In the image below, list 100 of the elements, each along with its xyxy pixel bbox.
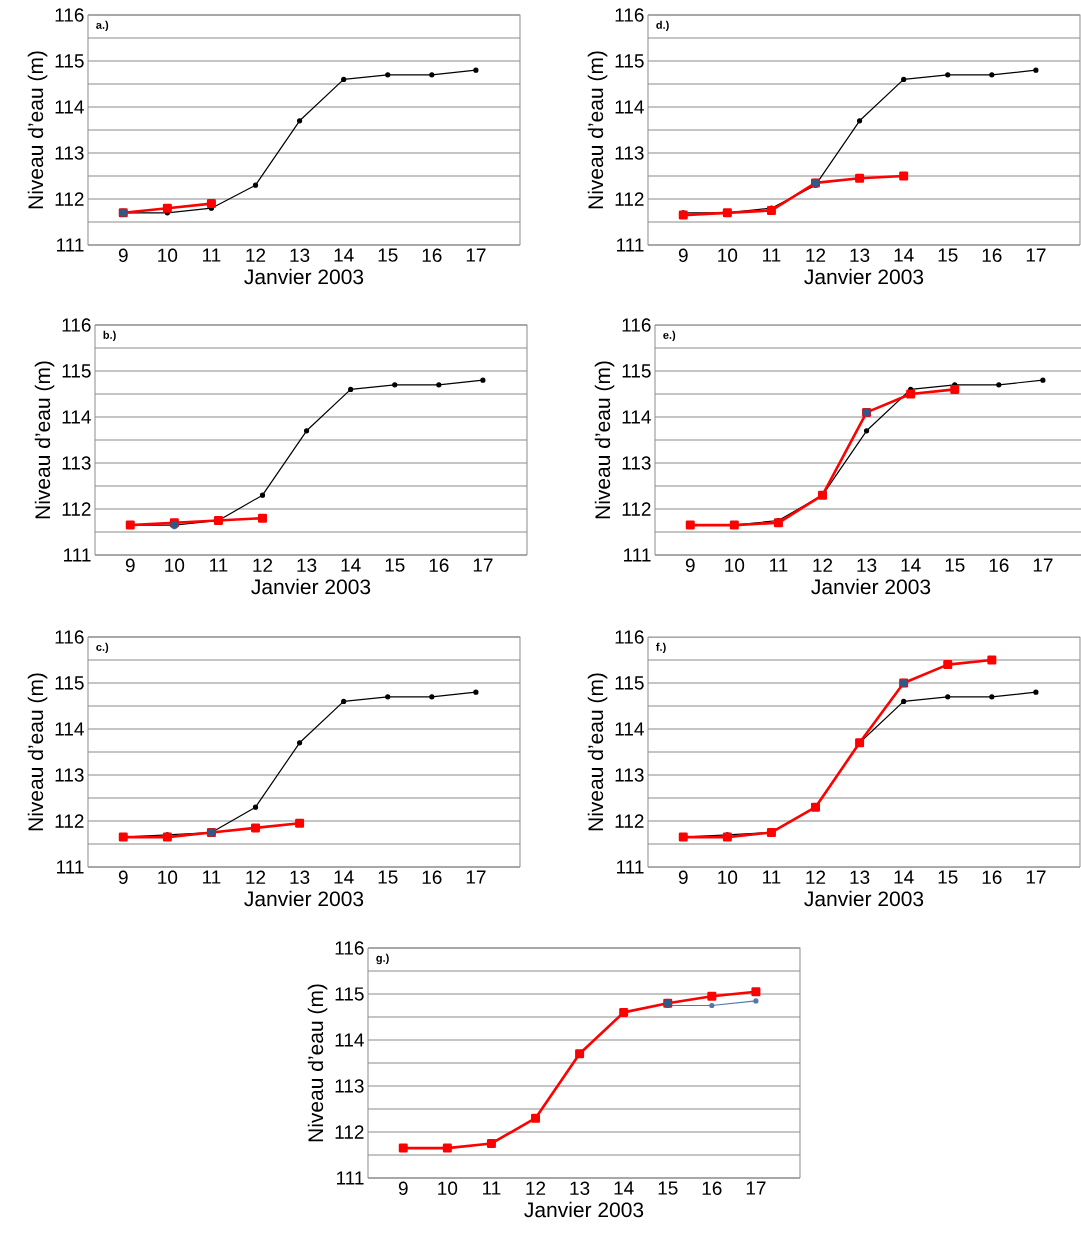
y-tick-label: 114 bbox=[622, 410, 651, 424]
y-tick-label: 115 bbox=[62, 364, 91, 378]
x-axis-title: Janvier 2003 bbox=[251, 578, 371, 595]
x-tick-label: 12 bbox=[813, 558, 833, 572]
x-tick-label: 16 bbox=[982, 870, 1002, 884]
y-tick-label: 111 bbox=[57, 238, 84, 252]
x-tick-label: 14 bbox=[334, 248, 354, 262]
y-tick-label: 116 bbox=[615, 8, 644, 22]
y-tick-label: 114 bbox=[55, 100, 84, 114]
y-tick-label: 116 bbox=[335, 941, 364, 955]
y-axis-title: Niveau d’eau (m) bbox=[27, 51, 48, 209]
x-axis-title: Janvier 2003 bbox=[244, 890, 364, 907]
x-tick-label: 14 bbox=[901, 558, 921, 572]
y-axis-title: Niveau d’eau (m) bbox=[27, 673, 48, 831]
x-tick-label: 10 bbox=[165, 558, 185, 572]
x-tick-label: 10 bbox=[725, 558, 745, 572]
x-tick-label: 16 bbox=[982, 248, 1002, 262]
y-tick-label: 111 bbox=[617, 860, 644, 874]
x-tick-label: 12 bbox=[526, 1181, 546, 1195]
x-tick-label: 12 bbox=[806, 870, 826, 884]
y-axis-title: Niveau d’eau (m) bbox=[307, 984, 328, 1142]
x-tick-label: 17 bbox=[1026, 248, 1046, 262]
x-tick-label: 17 bbox=[746, 1181, 766, 1195]
x-tick-label: 9 bbox=[118, 248, 128, 262]
x-axis-title: Janvier 2003 bbox=[804, 890, 924, 907]
x-tick-label: 13 bbox=[850, 248, 870, 262]
y-axis-title: Niveau d’eau (m) bbox=[587, 51, 608, 209]
y-tick-label: 112 bbox=[335, 1125, 364, 1139]
x-tick-label: 11 bbox=[203, 870, 221, 884]
x-tick-label: 16 bbox=[422, 870, 442, 884]
x-tick-label: 14 bbox=[894, 248, 914, 262]
y-tick-label: 111 bbox=[64, 548, 91, 562]
x-tick-label: 13 bbox=[857, 558, 877, 572]
y-tick-label: 112 bbox=[55, 192, 84, 206]
y-tick-label: 115 bbox=[622, 364, 651, 378]
x-tick-label: 15 bbox=[385, 558, 405, 572]
x-tick-label: 10 bbox=[718, 870, 738, 884]
y-tick-label: 116 bbox=[622, 318, 651, 332]
y-tick-label: 113 bbox=[335, 1079, 364, 1093]
x-tick-label: 11 bbox=[763, 248, 781, 262]
x-tick-label: 12 bbox=[806, 248, 826, 262]
x-tick-label: 10 bbox=[718, 248, 738, 262]
x-tick-label: 10 bbox=[158, 248, 178, 262]
x-tick-label: 11 bbox=[483, 1181, 501, 1195]
y-tick-label: 112 bbox=[62, 502, 91, 516]
y-tick-label: 115 bbox=[335, 987, 364, 1001]
y-tick-label: 112 bbox=[615, 192, 644, 206]
x-tick-label: 10 bbox=[438, 1181, 458, 1195]
x-tick-label: 14 bbox=[614, 1181, 634, 1195]
x-tick-label: 15 bbox=[658, 1181, 678, 1195]
x-tick-label: 15 bbox=[938, 870, 958, 884]
x-tick-label: 11 bbox=[770, 558, 788, 572]
y-tick-label: 111 bbox=[337, 1171, 364, 1185]
y-tick-label: 112 bbox=[622, 502, 651, 516]
x-tick-label: 16 bbox=[422, 248, 442, 262]
y-tick-label: 112 bbox=[615, 814, 644, 828]
x-tick-label: 15 bbox=[938, 248, 958, 262]
x-tick-label: 15 bbox=[378, 870, 398, 884]
x-tick-label: 15 bbox=[945, 558, 965, 572]
y-tick-label: 116 bbox=[55, 630, 84, 644]
y-tick-label: 115 bbox=[615, 54, 644, 68]
y-axis-title: Niveau d’eau (m) bbox=[594, 361, 615, 519]
y-tick-label: 116 bbox=[62, 318, 91, 332]
y-tick-label: 115 bbox=[55, 676, 84, 690]
y-tick-label: 115 bbox=[615, 676, 644, 690]
annotation: f.) bbox=[656, 642, 666, 654]
x-tick-label: 9 bbox=[125, 558, 135, 572]
x-tick-label: 14 bbox=[894, 870, 914, 884]
x-tick-label: 13 bbox=[570, 1181, 590, 1195]
y-tick-label: 113 bbox=[55, 768, 84, 782]
x-axis-title: Janvier 2003 bbox=[811, 578, 931, 595]
x-tick-label: 12 bbox=[246, 248, 266, 262]
y-tick-label: 111 bbox=[57, 860, 84, 874]
y-tick-label: 114 bbox=[62, 410, 91, 424]
x-tick-label: 9 bbox=[398, 1181, 408, 1195]
x-tick-label: 13 bbox=[850, 870, 870, 884]
y-tick-label: 115 bbox=[55, 54, 84, 68]
y-tick-label: 114 bbox=[335, 1033, 364, 1047]
y-tick-label: 113 bbox=[615, 768, 644, 782]
y-tick-label: 116 bbox=[55, 8, 84, 22]
annotation: e.) bbox=[663, 330, 676, 342]
x-tick-label: 16 bbox=[429, 558, 449, 572]
x-tick-label: 14 bbox=[334, 870, 354, 884]
x-tick-label: 17 bbox=[466, 248, 486, 262]
y-tick-label: 116 bbox=[615, 630, 644, 644]
x-tick-label: 17 bbox=[473, 558, 493, 572]
x-axis-title: Janvier 2003 bbox=[804, 268, 924, 285]
x-tick-label: 15 bbox=[378, 248, 398, 262]
x-tick-label: 10 bbox=[158, 870, 178, 884]
x-tick-label: 9 bbox=[678, 248, 688, 262]
y-tick-label: 114 bbox=[615, 722, 644, 736]
y-tick-label: 113 bbox=[615, 146, 644, 160]
y-tick-label: 111 bbox=[617, 238, 644, 252]
x-axis-title: Janvier 2003 bbox=[524, 1201, 644, 1218]
annotation: b.) bbox=[103, 330, 116, 342]
x-tick-label: 11 bbox=[203, 248, 221, 262]
x-tick-label: 11 bbox=[210, 558, 228, 572]
x-tick-label: 14 bbox=[341, 558, 361, 572]
x-tick-label: 13 bbox=[290, 248, 310, 262]
x-tick-label: 13 bbox=[290, 870, 310, 884]
